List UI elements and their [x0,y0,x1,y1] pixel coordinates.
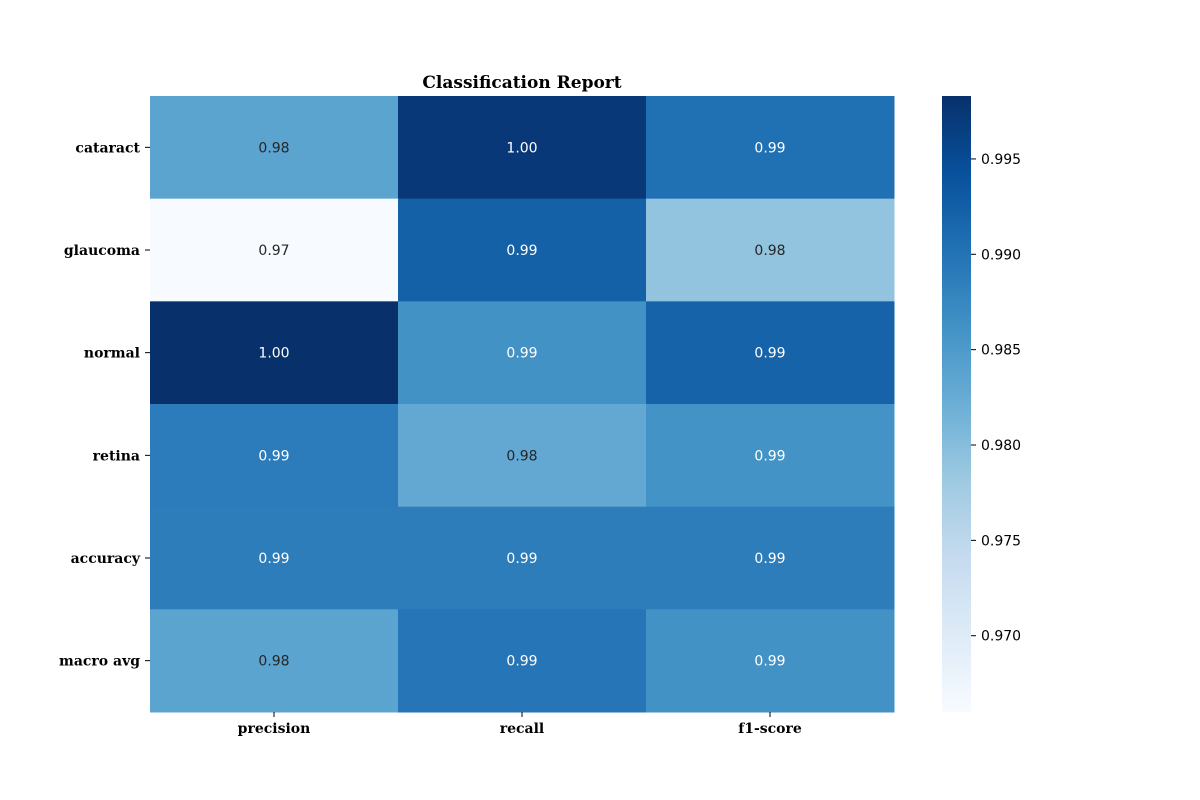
heatmap-cell [646,506,895,610]
heatmap-cell [398,404,647,508]
cell-value-label: 0.99 [506,346,537,362]
y-tick-label: cataract [75,140,140,156]
x-tick-label: recall [500,721,545,737]
cell-value-label: 0.98 [258,654,289,670]
colorbar-tick-label: 0.980 [981,438,1021,454]
heatmap-cell [150,609,399,713]
heatmap-cell [398,506,647,610]
x-tick-label: precision [238,721,311,737]
cell-value-label: 0.97 [258,243,289,259]
colorbar-tick-label: 0.990 [981,247,1021,263]
cell-value-label: 0.99 [754,448,785,464]
cell-value-label: 0.99 [754,346,785,362]
x-tick-label: f1-score [738,721,802,737]
y-tick-label: accuracy [71,551,141,567]
colorbar-tick-label: 0.975 [981,533,1021,549]
heatmap-cell [150,301,399,405]
cell-value-label: 0.98 [506,448,537,464]
colorbar [942,96,971,712]
cell-value-label: 0.99 [258,551,289,567]
heatmap-cell [398,301,647,405]
cell-value-label: 0.99 [754,140,785,156]
colorbar-axis: 0.970 0.975 0.980 0.985 0.990 0.995 [971,152,1021,645]
heatmap-cell [398,198,647,302]
heatmap-cells: 0.98 1.00 0.99 0.97 0.99 0.98 1.00 0.99 0.99 0.99… [150,96,895,713]
chart-title: Classification Report [422,73,621,93]
heatmap-cell [646,301,895,405]
heatmap-cell [646,609,895,713]
cell-value-label: 0.99 [506,243,537,259]
heatmap-cell [150,96,399,200]
heatmap-cell [150,404,399,508]
y-axis: cataract glaucoma normal retina accuracy macr… [59,140,150,670]
y-tick-label: glaucoma [64,243,140,259]
heatmap-cell [646,198,895,302]
colorbar-tick-label: 0.985 [981,343,1021,359]
heatmap-cell [398,609,647,713]
heatmap-cell [646,404,895,508]
cell-value-label: 0.99 [754,654,785,670]
cell-value-label: 0.98 [258,140,289,156]
colorbar-tick-label: 0.995 [981,152,1021,168]
y-tick-label: normal [84,346,140,362]
cell-value-label: 0.99 [258,448,289,464]
heatmap-cell [150,506,399,610]
cell-value-label: 1.00 [506,140,537,156]
cell-value-label: 0.98 [754,243,785,259]
colorbar-tick-label: 0.970 [981,629,1021,645]
y-tick-label: retina [93,448,140,464]
cell-value-label: 0.99 [506,654,537,670]
y-tick-label: macro avg [59,654,140,670]
cell-value-label: 0.99 [754,551,785,567]
cell-value-label: 0.99 [506,551,537,567]
cell-value-label: 1.00 [258,346,289,362]
heatmap-cell [646,96,895,200]
x-axis: precision recall f1-score [238,712,802,737]
heatmap-cell [398,96,647,200]
heatmap-cell [150,198,399,302]
